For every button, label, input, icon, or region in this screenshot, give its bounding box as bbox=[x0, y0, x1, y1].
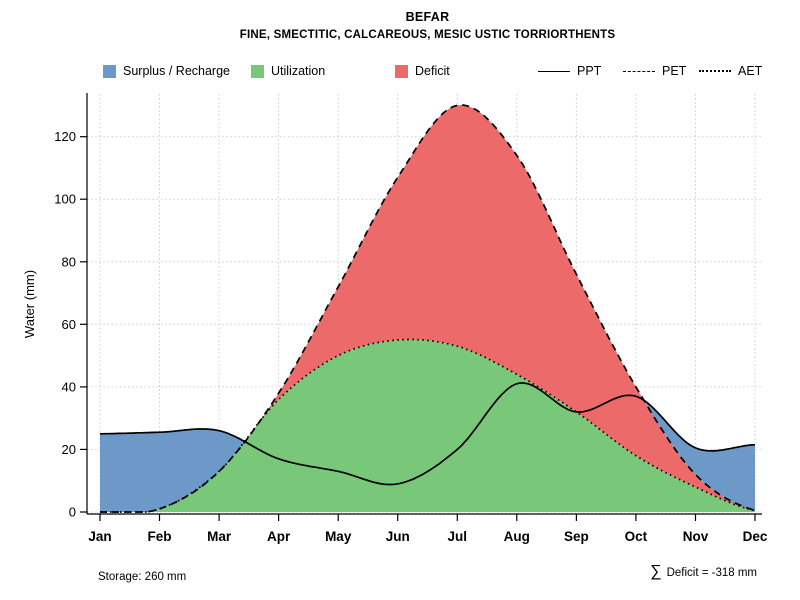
sigma-symbol: ∑ bbox=[650, 563, 662, 580]
svg-text:Aug: Aug bbox=[504, 529, 530, 544]
figure-subtitle: FINE, SMECTITIC, CALCAREOUS, MESIC USTIC… bbox=[239, 29, 616, 41]
svg-text:Jan: Jan bbox=[88, 529, 111, 544]
svg-text:100: 100 bbox=[54, 192, 76, 207]
pet-label: PET bbox=[662, 64, 687, 78]
svg-text:0: 0 bbox=[69, 505, 76, 520]
line-aet bbox=[100, 338, 756, 513]
svg-text:Water (mm): Water (mm) bbox=[22, 270, 37, 338]
legend-item-pet: PET bbox=[623, 62, 686, 80]
svg-text:Oct: Oct bbox=[625, 529, 648, 544]
solid-line-icon bbox=[538, 70, 570, 72]
axes: 0 20 40 60 80 100 120 Jan Feb Mar Apr May Jun Jul Aug S… bbox=[54, 93, 768, 544]
svg-text:80: 80 bbox=[62, 254, 76, 269]
svg-text:40: 40 bbox=[62, 379, 76, 394]
figure-title: BEFAR bbox=[405, 10, 450, 24]
svg-text:120: 120 bbox=[54, 129, 76, 144]
legend-item-surplus: Surplus / Recharge bbox=[103, 62, 230, 80]
deficit-swatch bbox=[395, 64, 408, 78]
areas bbox=[100, 105, 755, 512]
legend: Surplus / Recharge Utilization Deficit P… bbox=[0, 62, 800, 80]
storage-note: Storage: 260 mm bbox=[98, 571, 187, 583]
svg-text:Feb: Feb bbox=[147, 529, 171, 544]
svg-text:Sep: Sep bbox=[564, 529, 589, 544]
svg-text:Jul: Jul bbox=[448, 529, 468, 544]
surplus-swatch bbox=[103, 64, 116, 78]
header: BEFAR FINE, SMECTITIC, CALCAREOUS, MESIC… bbox=[55, 10, 800, 41]
surplus-area bbox=[100, 105, 755, 512]
svg-text:Mar: Mar bbox=[207, 529, 232, 544]
utilization-swatch bbox=[251, 64, 264, 78]
legend-item-ppt: PPT bbox=[538, 62, 601, 80]
line-ppt bbox=[100, 382, 756, 486]
series-lines bbox=[100, 104, 756, 513]
legend-item-utilization: Utilization bbox=[251, 62, 325, 80]
svg-text:20: 20 bbox=[62, 442, 76, 457]
deficit-total-text: Deficit = -318 mm bbox=[666, 567, 757, 579]
dashed-line-icon bbox=[623, 70, 655, 72]
surplus-label: Surplus / Recharge bbox=[123, 64, 231, 78]
deficit-total-note: ∑ Deficit = -318 mm bbox=[650, 564, 757, 580]
svg-text:Apr: Apr bbox=[267, 529, 291, 544]
legend-item-deficit: Deficit bbox=[395, 62, 450, 80]
svg-text:Nov: Nov bbox=[683, 529, 709, 544]
aet-label: AET bbox=[738, 64, 763, 78]
legend-item-aet: AET bbox=[699, 62, 762, 80]
ppt-label: PPT bbox=[577, 64, 602, 78]
deficit-label: Deficit bbox=[415, 64, 450, 78]
dotted-line-icon bbox=[699, 70, 731, 72]
utilization-area bbox=[100, 339, 755, 512]
y-axis-title: Water (mm) bbox=[22, 270, 37, 338]
svg-text:Jun: Jun bbox=[386, 529, 410, 544]
svg-text:60: 60 bbox=[62, 317, 76, 332]
svg-text:Dec: Dec bbox=[743, 529, 768, 544]
svg-text:May: May bbox=[325, 529, 352, 544]
utilization-label: Utilization bbox=[271, 64, 326, 78]
line-pet bbox=[100, 104, 756, 513]
